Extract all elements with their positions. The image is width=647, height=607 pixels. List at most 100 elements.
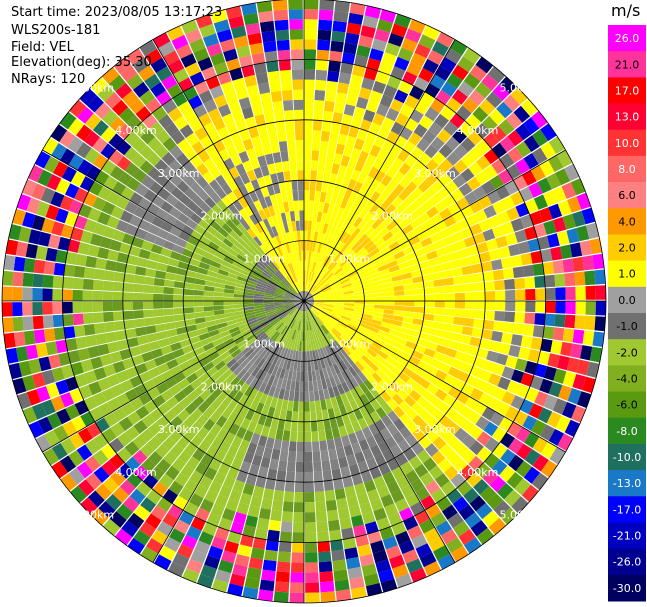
ppi-gate-cell bbox=[238, 55, 253, 68]
ppi-gate-cell bbox=[52, 288, 63, 301]
ppi-gate-cell bbox=[221, 170, 233, 183]
ppi-gate-cell bbox=[300, 301, 304, 311]
ppi-gate-cell bbox=[391, 521, 407, 536]
ppi-gate-cell bbox=[77, 427, 93, 444]
ppi-gate-cell bbox=[339, 231, 348, 242]
ppi-gate-cell bbox=[253, 328, 264, 337]
ppi-gate-cell bbox=[148, 340, 161, 351]
ppi-gate-cell bbox=[90, 233, 103, 247]
ppi-gate-cell bbox=[265, 351, 274, 362]
ppi-gate-cell bbox=[312, 273, 318, 283]
ppi-gate-cell bbox=[515, 158, 531, 175]
ppi-gate-cell bbox=[329, 173, 338, 185]
ppi-gate-cell bbox=[28, 229, 42, 245]
ppi-gate-cell bbox=[156, 330, 168, 341]
ppi-gate-cell bbox=[550, 246, 563, 261]
ppi-gate-cell bbox=[327, 318, 337, 327]
ppi-gate-cell bbox=[311, 287, 320, 295]
ppi-gate-cell bbox=[50, 191, 65, 208]
ppi-gate-cell bbox=[254, 145, 265, 158]
ppi-gate-cell bbox=[285, 120, 295, 131]
ppi-gate-cell bbox=[426, 341, 438, 351]
ppi-gate-cell bbox=[157, 402, 171, 415]
ppi-gate-cell bbox=[387, 75, 402, 90]
ppi-gate-cell bbox=[294, 298, 304, 301]
ppi-gate-cell bbox=[313, 303, 324, 308]
ppi-gate-cell bbox=[530, 250, 543, 264]
ppi-gate-cell bbox=[291, 339, 296, 351]
ppi-gate-cell bbox=[253, 301, 264, 304]
ppi-gate-cell bbox=[320, 399, 327, 411]
ppi-gate-cell bbox=[506, 472, 524, 489]
ppi-gate-cell bbox=[246, 442, 258, 455]
ppi-gate-cell bbox=[584, 270, 596, 286]
ppi-gate-cell bbox=[282, 326, 289, 336]
ppi-gate-cell bbox=[488, 373, 502, 387]
ppi-gate-cell bbox=[415, 543, 432, 558]
ppi-gate-cell bbox=[374, 304, 385, 310]
ppi-gate-cell bbox=[233, 290, 245, 295]
ppi-gate-cell bbox=[92, 137, 108, 154]
ppi-gate-cell bbox=[158, 41, 175, 57]
ppi-gate-cell bbox=[241, 371, 251, 383]
ppi-gate-cell bbox=[496, 101, 513, 119]
colorbar-swatch bbox=[608, 365, 646, 393]
ppi-gate-cell bbox=[296, 320, 300, 331]
ppi-gate-cell bbox=[259, 276, 269, 283]
ppi-gate-cell bbox=[369, 410, 381, 423]
ppi-gate-cell bbox=[324, 213, 332, 225]
ppi-gate-cell bbox=[263, 302, 274, 306]
ppi-gate-cell bbox=[251, 251, 262, 261]
ppi-gate-cell bbox=[304, 59, 316, 70]
ppi-gate-cell bbox=[547, 233, 560, 248]
ppi-gate-cell bbox=[192, 395, 205, 408]
ppi-gate-cell bbox=[452, 496, 469, 513]
ppi-gate-cell bbox=[446, 537, 463, 554]
ppi-gate-cell bbox=[403, 283, 415, 291]
ppi-gate-cell bbox=[313, 318, 320, 328]
ppi-gate-cell bbox=[418, 67, 434, 83]
ppi-gate-cell bbox=[317, 420, 325, 432]
ppi-gate-cell bbox=[298, 411, 304, 422]
ppi-gate-cell bbox=[332, 310, 343, 316]
ppi-gate-cell bbox=[287, 140, 296, 151]
ppi-gate-cell bbox=[399, 240, 412, 251]
ppi-gate-cell bbox=[540, 338, 553, 353]
ppi-gate-cell bbox=[331, 238, 339, 249]
ppi-gate-cell bbox=[307, 271, 311, 282]
ppi-gate-cell bbox=[133, 318, 145, 328]
ppi-gate-cell bbox=[234, 307, 245, 312]
ppi-gate-cell bbox=[232, 261, 243, 269]
ppi-gate-cell bbox=[294, 301, 304, 305]
ppi-gate-cell bbox=[126, 472, 143, 488]
ppi-gate-cell bbox=[51, 221, 65, 236]
ppi-gate-cell bbox=[385, 545, 402, 560]
ppi-gate-cell bbox=[35, 245, 48, 261]
ppi-gate-cell bbox=[206, 366, 218, 377]
ppi-gate-cell bbox=[314, 317, 321, 328]
ppi-gate-cell bbox=[260, 165, 270, 177]
ppi-gate-cell bbox=[210, 260, 222, 269]
ppi-gate-cell bbox=[331, 353, 340, 364]
ppi-gate-cell bbox=[209, 458, 222, 472]
ppi-gate-cell bbox=[485, 291, 496, 301]
ppi-gate-cell bbox=[94, 102, 111, 120]
ppi-gate-cell bbox=[254, 379, 263, 391]
ppi-gate-cell bbox=[459, 256, 472, 267]
ppi-gate-cell bbox=[349, 213, 359, 225]
ppi-gate-cell bbox=[250, 353, 260, 364]
ppi-gate-cell bbox=[331, 468, 342, 480]
ppi-gate-cell bbox=[293, 502, 304, 513]
ppi-gate-cell bbox=[206, 225, 218, 236]
ppi-gate-cell bbox=[362, 448, 374, 461]
ppi-gate-cell bbox=[414, 100, 430, 115]
ppi-gate-cell bbox=[327, 275, 337, 284]
ppi-gate-cell bbox=[375, 259, 387, 268]
ppi-gate-cell bbox=[442, 355, 455, 366]
ppi-gate-cell bbox=[92, 312, 104, 324]
ppi-gate-cell bbox=[140, 497, 157, 513]
ppi-gate-cell bbox=[233, 402, 244, 415]
ppi-gate-cell bbox=[293, 99, 304, 110]
ppi-gate-cell bbox=[248, 464, 260, 476]
ppi-gate-cell bbox=[244, 577, 260, 590]
